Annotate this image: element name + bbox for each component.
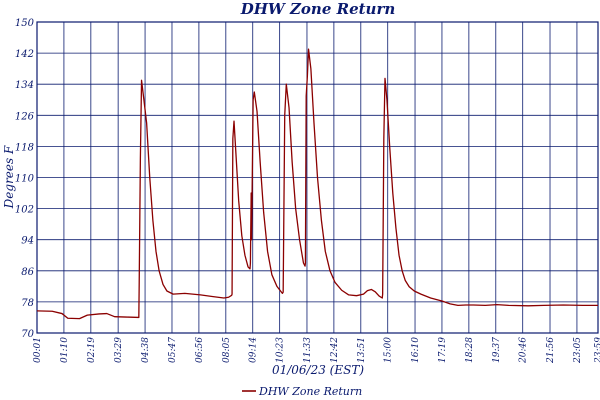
y-tick-label: 110 — [15, 174, 35, 185]
y-tick-label: 78 — [21, 298, 34, 309]
x-tick-label: 12:42 — [330, 337, 340, 363]
x-tick-label: 18:28 — [465, 337, 475, 363]
y-tick-label: 142 — [15, 49, 34, 60]
x-tick-label: 23:59 — [594, 337, 600, 364]
y-tick-label: 126 — [15, 111, 35, 122]
x-tick-labels: 00:01 01:10 02:19 03:29 04:38 05:47 06:56 08:05… — [33, 337, 600, 364]
x-tick-label: 03:29 — [114, 337, 124, 363]
x-tick-label: 21:56 — [546, 337, 556, 364]
x-tick-label: 09:14 — [249, 337, 259, 363]
x-tick-label: 06:56 — [195, 337, 205, 363]
y-axis-label: Degrees F — [2, 145, 16, 209]
x-tick-label: 19:37 — [492, 337, 502, 363]
y-tick-label: 102 — [15, 205, 34, 216]
x-tick-label: 02:19 — [87, 337, 97, 363]
x-tick-label: 20:46 — [519, 337, 529, 364]
x-axis-label: 01/06/23 (EST) — [272, 363, 364, 377]
legend-label: DHW Zone Return — [258, 385, 362, 398]
y-tick-label: 70 — [21, 329, 34, 340]
legend: DHW Zone Return — [242, 385, 362, 398]
y-tick-label: 94 — [21, 236, 34, 247]
grid — [36, 21, 599, 334]
series-line-dhw-zone-return — [36, 48, 598, 320]
x-tick-label: 08:05 — [222, 337, 232, 363]
x-tick-label: 17:19 — [438, 337, 448, 363]
x-tick-label: 23:05 — [573, 337, 583, 364]
y-tick-label: 150 — [15, 18, 35, 29]
x-tick-label: 10:23 — [276, 337, 286, 363]
y-tick-label: 134 — [15, 80, 34, 91]
x-tick-label: 13:51 — [357, 337, 367, 363]
x-tick-label: 04:38 — [141, 337, 151, 363]
x-tick-label: 00:01 — [33, 337, 43, 363]
x-tick-label: 01:10 — [60, 337, 70, 363]
x-tick-label: 15:00 — [384, 337, 394, 363]
chart-title: DHW Zone Return — [240, 0, 396, 18]
x-tick-label: 16:10 — [411, 337, 421, 363]
y-tick-labels: 70 78 86 94 102 110 118 126 134 142 150 — [15, 18, 35, 340]
x-tick-label: 11:33 — [303, 337, 313, 363]
x-tick-label: 05:47 — [168, 337, 178, 363]
y-tick-label: 86 — [21, 267, 34, 278]
series-layer — [36, 48, 598, 320]
y-tick-label: 118 — [15, 142, 34, 153]
